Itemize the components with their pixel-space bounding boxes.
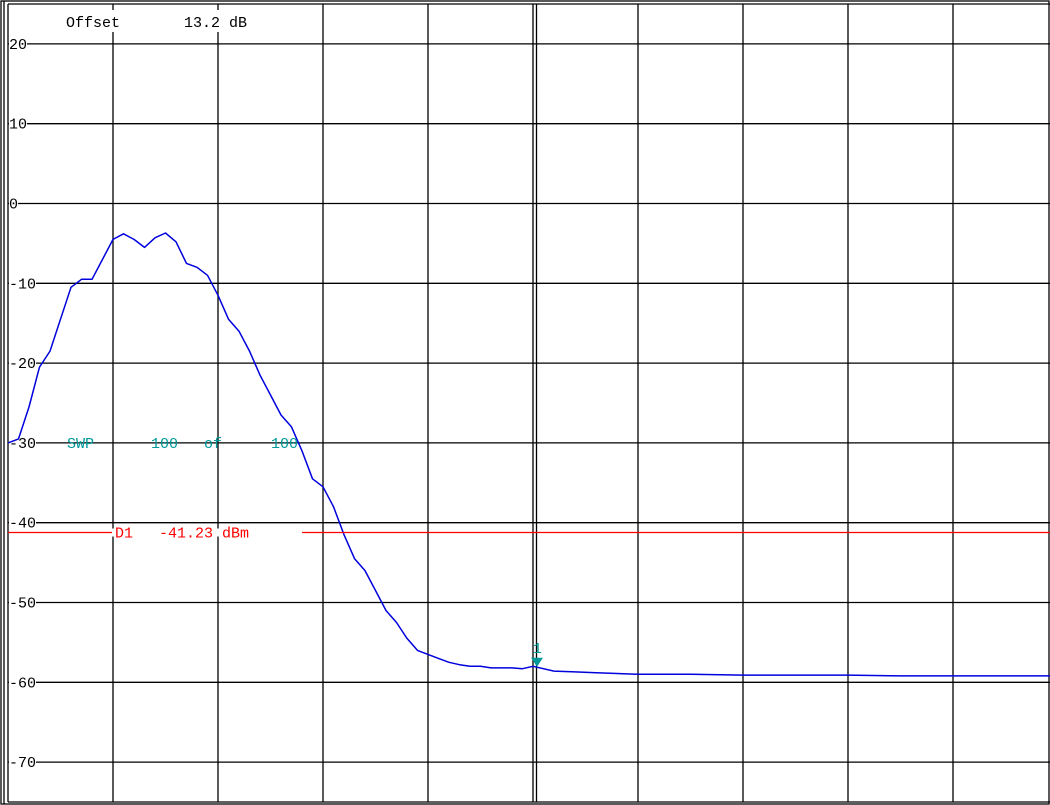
y-tick-label-mask: [9, 761, 37, 764]
trace-line: [7, 232, 1050, 677]
y-tick-label: -60: [9, 675, 36, 692]
y-tick-label-mask: [9, 441, 37, 445]
y-axis-ticks: 20 10 0 -10 -20 -30 -40 -50 -60 -70: [9, 37, 37, 772]
sweep-current-count: 100: [151, 436, 178, 453]
y-tick-label-mask: [9, 122, 28, 126]
y-tick-label: 0: [9, 197, 18, 214]
offset-value: 13.2 dB: [184, 15, 247, 32]
display-line-label-background: [112, 528, 302, 537]
y-tick-label-mask: [9, 601, 37, 605]
y-tick-label-mask: [9, 521, 37, 525]
y-tick-label: -10: [9, 276, 36, 293]
display-line-name: D1: [115, 526, 133, 543]
y-tick-label-mask: [9, 681, 37, 684]
offset-label-background: [62, 10, 282, 32]
y-tick-label-mask: [9, 202, 19, 206]
y-tick-label: 20: [9, 37, 27, 54]
marker-1-label: 1: [533, 641, 542, 658]
sweep-label: SWP: [67, 436, 94, 453]
y-tick-label-mask: [9, 362, 37, 365]
display-line-value: -41.23 dBm: [159, 526, 249, 543]
offset-label: Offset: [66, 15, 120, 32]
sweep-of-label: of: [204, 436, 222, 453]
y-tick-label: -50: [9, 596, 36, 613]
y-tick-label: 10: [9, 117, 27, 134]
trace-layer: [7, 232, 1050, 677]
y-tick-label: -20: [9, 356, 36, 373]
y-tick-label-mask: [9, 282, 37, 285]
y-tick-label: -30: [9, 436, 36, 453]
marker-triangle-icon[interactable]: [531, 657, 543, 667]
y-tick-label: -40: [9, 516, 36, 533]
sweep-total-count: 100: [271, 436, 298, 453]
y-tick-label-mask: [9, 42, 28, 46]
y-tick-label: -70: [9, 755, 36, 772]
